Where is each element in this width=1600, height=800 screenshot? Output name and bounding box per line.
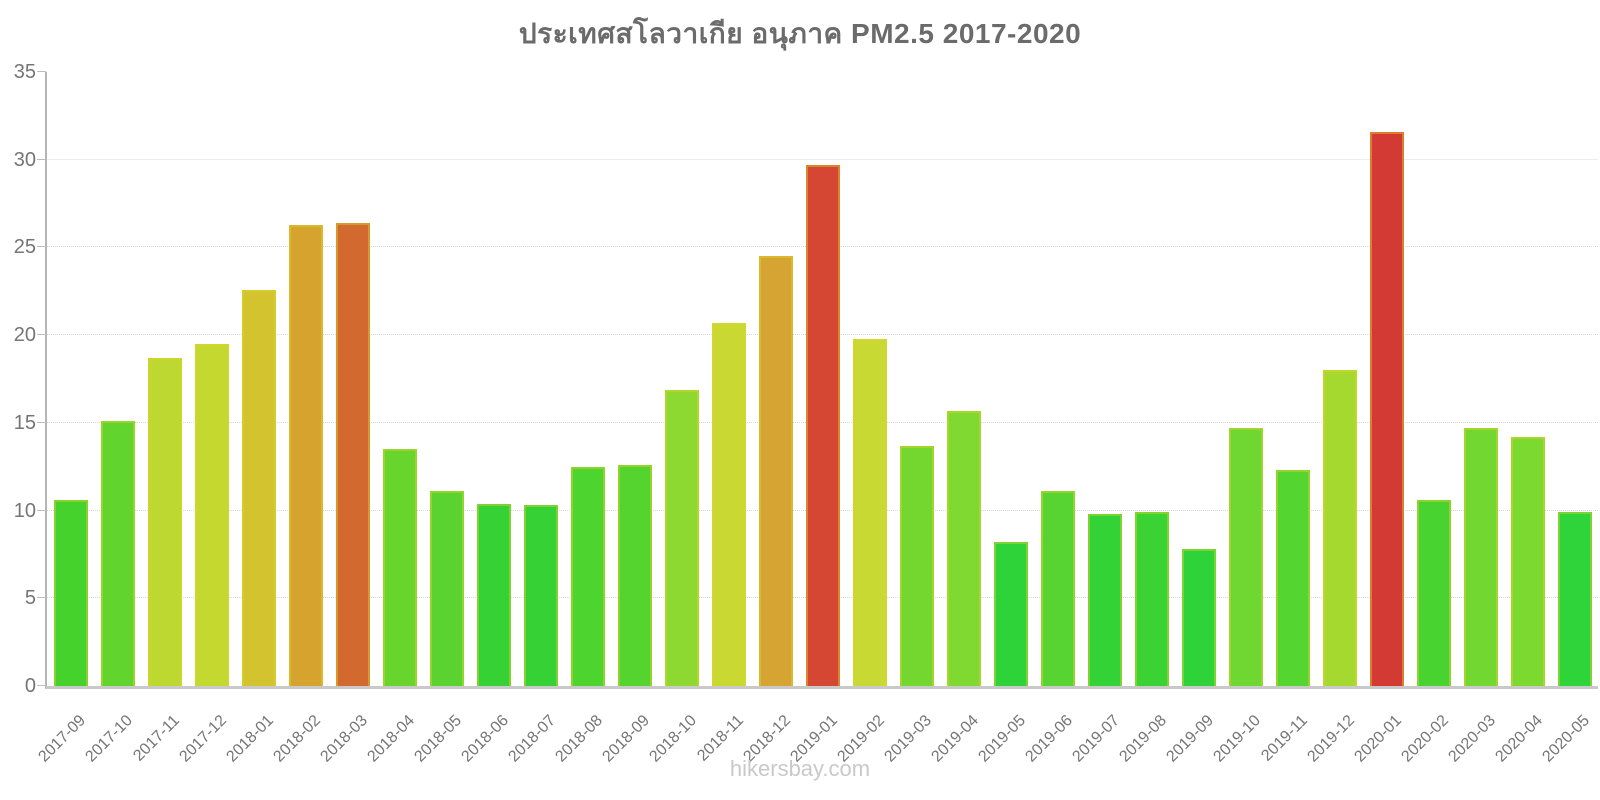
bar-slot-2019-02	[846, 72, 893, 686]
bar-2017-10[interactable]	[100, 421, 135, 686]
bar-slot-2018-02	[282, 72, 329, 686]
chart-title: ประเทศสโลวาเกีย อนุภาค PM2.5 2017-2020	[518, 18, 1082, 49]
bar-slot-2019-05	[987, 72, 1034, 686]
bar-2019-03[interactable]	[899, 445, 934, 686]
bar-slot-2019-08	[1128, 72, 1175, 686]
y-axis-tick-30	[37, 158, 46, 160]
bar-2018-10[interactable]	[664, 389, 699, 686]
bar-slot-2020-04	[1504, 72, 1551, 686]
bar-2019-04[interactable]	[946, 410, 981, 686]
bar-2017-12[interactable]	[194, 343, 229, 686]
bar-slot-2019-07	[1081, 72, 1128, 686]
bar-2020-05[interactable]	[1557, 512, 1592, 686]
bar-2019-05[interactable]	[993, 542, 1028, 686]
bar-slot-2018-10	[658, 72, 705, 686]
bar-2020-04[interactable]	[1510, 436, 1545, 686]
y-axis-tick-15	[37, 421, 46, 423]
watermark: hikersbay.com	[729, 756, 871, 781]
bar-slot-2018-05	[423, 72, 470, 686]
bars-container	[47, 72, 1598, 686]
bar-slot-2019-04	[940, 72, 987, 686]
bar-2019-09[interactable]	[1181, 549, 1216, 686]
bar-slot-2019-01	[799, 72, 846, 686]
bar-slot-2018-08	[564, 72, 611, 686]
bar-2017-11[interactable]	[147, 357, 182, 686]
y-axis-label-5: 5	[24, 587, 36, 610]
bar-slot-2018-09	[611, 72, 658, 686]
bar-slot-2018-07	[517, 72, 564, 686]
bar-slot-2019-03	[893, 72, 940, 686]
y-axis-label-35: 35	[13, 61, 36, 83]
bar-2018-12[interactable]	[758, 256, 793, 686]
bar-2019-08[interactable]	[1134, 512, 1169, 686]
bar-slot-2018-06	[470, 72, 517, 686]
bar-2019-07[interactable]	[1087, 514, 1122, 686]
bar-slot-2020-05	[1551, 72, 1598, 686]
bar-slot-2019-10	[1222, 72, 1269, 686]
y-axis-label-30: 30	[13, 148, 36, 171]
y-axis-tick-10	[37, 509, 46, 511]
bar-slot-2020-02	[1410, 72, 1457, 686]
gridline-30	[47, 158, 1598, 160]
bar-slot-2018-12	[752, 72, 799, 686]
bar-slot-2019-11	[1269, 72, 1316, 686]
bar-slot-2018-01	[235, 72, 282, 686]
bar-slot-2017-10	[94, 72, 141, 686]
bar-2018-11[interactable]	[711, 322, 746, 686]
bar-slot-2018-03	[329, 72, 376, 686]
bar-2018-09[interactable]	[617, 464, 652, 686]
bar-2018-08[interactable]	[570, 466, 605, 686]
bar-slot-2020-03	[1457, 72, 1504, 686]
bar-slot-2017-09	[47, 72, 94, 686]
bar-2019-06[interactable]	[1040, 491, 1075, 686]
bar-2019-01[interactable]	[805, 164, 840, 686]
y-axis-tick-25	[37, 246, 46, 248]
y-axis-tick-20	[37, 334, 46, 336]
y-axis-tick-0	[37, 685, 46, 686]
y-axis-label-0: 0	[24, 675, 36, 697]
bar-slot-2019-09	[1175, 72, 1222, 686]
y-axis-label-15: 15	[13, 411, 36, 434]
bar-2017-09[interactable]	[53, 500, 88, 686]
y-axis-tick-5	[37, 597, 46, 599]
y-axis-label-10: 10	[13, 499, 36, 522]
bar-2018-07[interactable]	[523, 505, 558, 686]
bar-2019-11[interactable]	[1275, 470, 1310, 686]
y-axis-label-20: 20	[13, 324, 36, 347]
bar-2018-04[interactable]	[382, 449, 417, 686]
plot-area: 0 5 10 15 20 25 30 35 2017-09 2017-10 2017-11 2017-…	[14, 61, 1598, 766]
bar-slot-2019-06	[1034, 72, 1081, 686]
bar-slot-2017-11	[141, 72, 188, 686]
bar-2019-12[interactable]	[1322, 370, 1357, 686]
bar-2018-01[interactable]	[241, 289, 276, 686]
bar-2020-02[interactable]	[1416, 500, 1451, 686]
bar-slot-2020-01	[1363, 72, 1410, 686]
bar-2019-02[interactable]	[852, 338, 887, 686]
bar-2018-02[interactable]	[288, 224, 323, 686]
bar-2019-10[interactable]	[1228, 428, 1263, 686]
y-axis-tick-35	[37, 71, 46, 72]
bar-slot-2018-11	[705, 72, 752, 686]
bar-slot-2017-12	[188, 72, 235, 686]
bar-2018-03[interactable]	[335, 222, 370, 686]
bar-2018-05[interactable]	[429, 491, 464, 686]
bar-2018-06[interactable]	[476, 503, 511, 686]
bar-2020-01[interactable]	[1369, 131, 1404, 686]
bar-slot-2019-12	[1316, 72, 1363, 686]
bar-slot-2018-04	[376, 72, 423, 686]
y-axis-label-25: 25	[13, 236, 36, 259]
bar-2020-03[interactable]	[1463, 428, 1498, 686]
